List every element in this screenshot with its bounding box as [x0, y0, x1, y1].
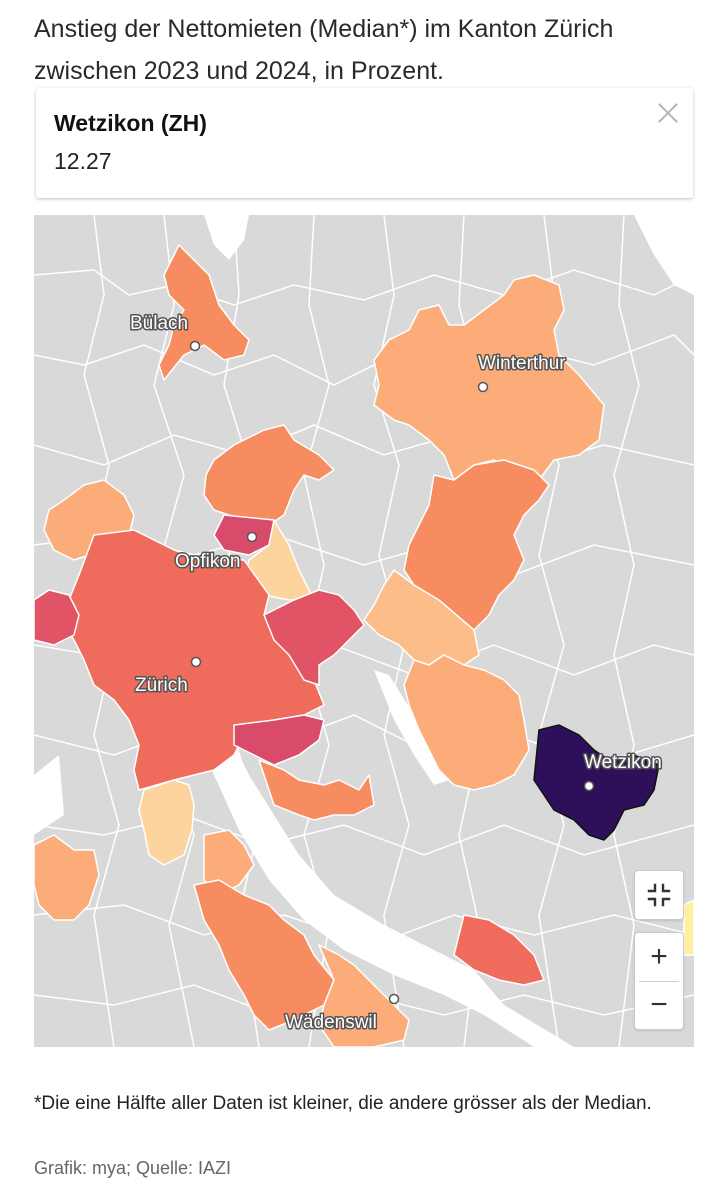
city-dot-winterthur [477, 381, 489, 393]
label-buelach: Bülach [130, 313, 188, 334]
label-zuerich: Zürich [135, 675, 188, 696]
region-adliswil[interactable] [138, 779, 195, 866]
map-svg[interactable]: Bülach Winterthur Opfikon Zürich Wetziko… [34, 215, 694, 1047]
footnote: *Die eine Hälfte aller Daten ist kleiner… [34, 1093, 652, 1114]
info-tooltip: Wetzikon (ZH) 12.27 [36, 88, 693, 198]
label-winterthur: Winterthur [478, 353, 566, 374]
city-dot-buelach [189, 340, 201, 352]
region-winterthur[interactable] [373, 274, 605, 481]
city-dot-wetzikon [583, 780, 595, 792]
city-dot-opfikon [246, 531, 258, 543]
label-wetzikon: Wetzikon [584, 752, 662, 773]
city-dot-waedenswil [388, 993, 400, 1005]
region-kloten[interactable] [203, 424, 335, 526]
city-markers [189, 340, 595, 1005]
region-edge[interactable] [683, 899, 694, 956]
region-duebendorf[interactable] [263, 589, 365, 686]
fit-bounds-button[interactable] [634, 870, 684, 920]
zoom-controls: + − [634, 932, 684, 1030]
region-schlieren[interactable] [34, 589, 80, 646]
lake-zurich [189, 670, 574, 1047]
region-wallisellen[interactable] [243, 519, 315, 601]
chart-title: Anstieg der Nettomieten (Median*) im Kan… [34, 15, 614, 85]
region-waedenswil[interactable] [318, 944, 410, 1047]
divider [639, 980, 679, 982]
region-kuesnacht[interactable] [258, 759, 375, 821]
city-dot-zuerich [190, 656, 202, 668]
region-stafa[interactable] [453, 914, 545, 986]
label-opfikon: Opfikon [175, 551, 240, 572]
outside-area [34, 755, 64, 835]
region-wetzikon[interactable] [533, 724, 660, 841]
region-zollikon[interactable] [233, 714, 325, 766]
zoom-out-button[interactable]: − [650, 988, 668, 1021]
collapse-arrows-icon [647, 883, 671, 907]
source-credit: Grafik: mya; Quelle: IAZI [34, 1158, 232, 1178]
lake-greifensee [374, 670, 449, 785]
region-illnau[interactable] [403, 459, 550, 631]
outside-area [634, 215, 694, 295]
region-uster[interactable] [403, 654, 530, 791]
outside-area [204, 215, 249, 260]
label-waedenswil: Wädenswil [285, 1012, 377, 1033]
close-icon[interactable] [655, 100, 681, 126]
zoom-in-button[interactable]: + [650, 940, 668, 973]
tooltip-value: 12.27 [54, 148, 112, 174]
choropleth-map[interactable]: Bülach Winterthur Opfikon Zürich Wetziko… [34, 215, 694, 1047]
region-affoltern[interactable] [34, 834, 100, 921]
tooltip-municipality-name: Wetzikon (ZH) [54, 110, 207, 136]
